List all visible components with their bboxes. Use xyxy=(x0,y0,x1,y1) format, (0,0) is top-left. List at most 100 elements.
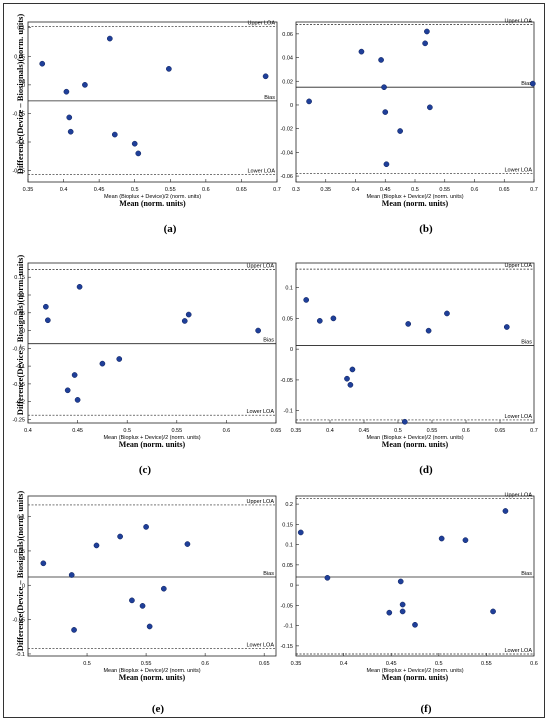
data-point xyxy=(39,60,46,67)
x-tick-label: 0.6 xyxy=(530,661,538,667)
x-tick-label: 0.45 xyxy=(386,661,397,667)
y-tick-label: 0.15 xyxy=(14,275,25,281)
y-tick-label: 0.05 xyxy=(282,316,293,322)
data-point xyxy=(462,537,469,544)
x-axis-label-small: Mean (Bioplux + Device)/2 (norm. units) xyxy=(366,435,463,441)
plot-area xyxy=(27,262,277,424)
y-tick-label: -0.05 xyxy=(280,378,293,384)
x-tick-label: 0.5 xyxy=(411,187,419,193)
lower-loa-label: Lower LOA xyxy=(247,169,275,175)
x-tick-label: 0.65 xyxy=(236,187,247,193)
panel-label: (e) xyxy=(151,703,165,715)
data-point xyxy=(185,311,192,318)
data-point xyxy=(166,66,172,72)
data-point xyxy=(397,128,403,134)
data-point xyxy=(422,40,428,47)
x-tick-label: 0.5 xyxy=(131,187,139,193)
bias-label: Bias xyxy=(521,81,532,87)
data-point xyxy=(40,560,47,567)
y-tick-label: -0.1 xyxy=(16,652,25,658)
x-tick-label: 0.35 xyxy=(291,428,302,434)
x-tick-label: 0.7 xyxy=(530,428,538,434)
y-tick-label: 0 xyxy=(22,329,25,335)
x-axis-label-small: Mean (Bioplux + Device)/2 (norm. units) xyxy=(366,194,463,200)
y-tick-label: -0.2 xyxy=(16,400,25,406)
panel-e: 0.5 0.55 0.6 0.65 -0.1 -0.05 0 0.05 0.1 Upper LOA… xyxy=(12,495,277,715)
data-point xyxy=(425,327,432,334)
x-tick-label: 0.55 xyxy=(439,187,450,193)
data-point xyxy=(399,601,406,608)
plot-area xyxy=(27,21,278,183)
data-point xyxy=(82,82,88,88)
x-axis-label-small: Mean (Bioplux + Device)/2 (norm. units) xyxy=(103,435,200,441)
y-tick-label: -0.1 xyxy=(284,624,293,630)
data-point xyxy=(503,324,510,330)
x-tick-label: 0.3 xyxy=(292,187,300,193)
data-point xyxy=(358,48,365,55)
data-point xyxy=(67,128,74,135)
x-axis-label: Mean (norm. units) xyxy=(119,440,186,449)
lower-loa-label: Lower LOA xyxy=(246,409,274,415)
x-axis-label-small: Mean (Bioplux + Device)/2 (norm. units) xyxy=(104,194,201,200)
data-point xyxy=(502,508,509,514)
data-point xyxy=(529,80,536,87)
x-axis-label: Mean (norm. units) xyxy=(119,673,186,682)
data-point xyxy=(184,541,191,547)
x-tick-label: 0.7 xyxy=(273,187,281,193)
scatter-plot: 0.35 0.4 0.45 0.5 0.55 0.6 -0.15 -0.1 -0.05 0 0.05… xyxy=(280,492,537,682)
x-tick-label: 0.65 xyxy=(499,187,510,193)
upper-loa-label: Upper LOA xyxy=(247,21,275,27)
x-tick-label: 0.55 xyxy=(165,187,176,193)
y-tick-label: 0.06 xyxy=(282,32,293,38)
data-point xyxy=(106,35,113,42)
x-tick-label: 0.55 xyxy=(427,428,438,434)
data-point xyxy=(349,366,356,373)
upper-loa-label: Upper LOA xyxy=(504,18,532,24)
data-point xyxy=(93,542,100,549)
y-tick-label: 0.1 xyxy=(17,515,25,521)
data-point xyxy=(262,73,269,80)
x-tick-label: 0.4 xyxy=(24,428,32,434)
y-tick-label: 0.05 xyxy=(282,563,293,569)
x-tick-label: 0.35 xyxy=(23,187,34,193)
y-tick-label: -0.05 xyxy=(12,618,25,624)
data-point xyxy=(306,98,312,105)
x-tick-label: 0.4 xyxy=(340,661,348,667)
data-point xyxy=(381,84,387,91)
data-point xyxy=(160,585,167,592)
data-point xyxy=(297,529,304,536)
panel-label: (c) xyxy=(138,464,152,476)
panel-a: 0.35 0.4 0.45 0.5 0.55 0.6 0.65 0.7 -0.15 -0.1 -0.… xyxy=(12,21,280,235)
y-tick-label: 0.2 xyxy=(285,502,293,508)
data-point xyxy=(116,356,123,362)
y-tick-label: 0.05 xyxy=(14,54,25,60)
data-point xyxy=(347,381,354,388)
data-point xyxy=(399,608,406,615)
x-tick-label: 0.55 xyxy=(481,661,492,667)
y-tick-label: -0.1 xyxy=(284,409,293,415)
y-tick-label: -0.25 xyxy=(12,417,25,423)
data-point xyxy=(129,597,135,604)
x-tick-label: 0.6 xyxy=(471,187,479,193)
scatter-plot: 0.35 0.4 0.45 0.5 0.55 0.6 0.65 0.7 -0.15 -0.1 -0.… xyxy=(12,21,280,208)
y-tick-label: -0.05 xyxy=(280,603,293,609)
data-point xyxy=(135,150,142,157)
data-point xyxy=(324,574,331,581)
y-tick-label: -0.1 xyxy=(16,364,25,370)
panel-label: (a) xyxy=(163,223,177,235)
x-tick-label: 0.65 xyxy=(495,428,506,434)
data-point xyxy=(438,535,445,542)
data-point xyxy=(99,360,106,367)
y-tick-label: -0.15 xyxy=(12,169,25,175)
data-point xyxy=(316,317,323,324)
bias-label: Bias xyxy=(264,95,275,101)
y-axis-label-a: Difference(Device – Biosignals)(norm. un… xyxy=(15,13,25,175)
lower-loa-label: Lower LOA xyxy=(504,648,532,654)
x-tick-label: 0.35 xyxy=(320,187,331,193)
data-point xyxy=(303,297,310,303)
y-tick-label: 0.02 xyxy=(282,79,293,85)
y-tick-label: 0.05 xyxy=(14,311,25,317)
x-tick-label: 0.6 xyxy=(201,661,209,667)
y-tick-label: 0 xyxy=(22,583,25,589)
x-tick-label: 0.35 xyxy=(291,661,302,667)
